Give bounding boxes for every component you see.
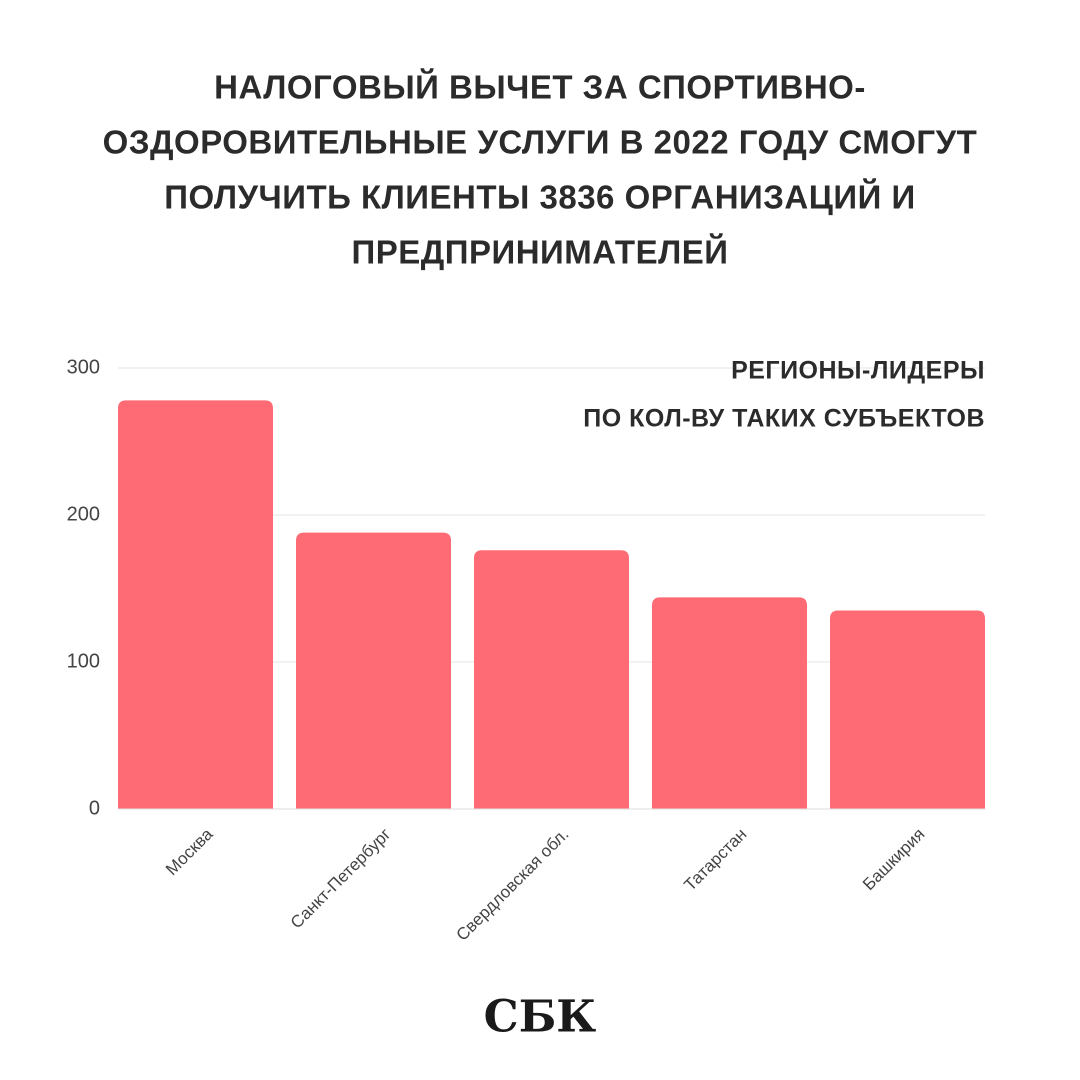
y-tick-label: 100 [67, 650, 100, 672]
x-tick-label: Санкт-Петербург [287, 825, 395, 933]
bar [652, 597, 807, 809]
y-tick-label: 0 [89, 797, 100, 819]
annotation: ПО КОЛ-ВУ ТАКИХ СУБЪЕКТОВ [583, 405, 985, 433]
logo: СБК [484, 992, 597, 1043]
x-tick-label: Свердловская обл. [452, 825, 572, 945]
chart-title: НАЛОГОВЫЙ ВЫЧЕТ ЗА СПОРТИВНО- [214, 68, 866, 106]
chart-title: ПОЛУЧИТЬ КЛИЕНТЫ 3836 ОРГАНИЗАЦИЙ И [164, 178, 915, 216]
x-tick-label: Башкирия [859, 825, 929, 895]
x-tick-label: Татарстан [680, 825, 750, 895]
bar [474, 550, 629, 809]
chart-title: ОЗДОРОВИТЕЛЬНЫЕ УСЛУГИ В 2022 ГОДУ СМОГУ… [103, 124, 978, 161]
bar [296, 532, 451, 809]
annotation: РЕГИОНЫ-ЛИДЕРЫ [731, 357, 985, 385]
y-tick-label: 200 [67, 503, 100, 525]
bar [830, 610, 985, 809]
x-tick-label: Москва [162, 824, 217, 879]
bar [118, 400, 273, 809]
chart-title: ПРЕДПРИНИМАТЕЛЕЙ [352, 233, 729, 271]
y-tick-label: 300 [67, 356, 100, 378]
